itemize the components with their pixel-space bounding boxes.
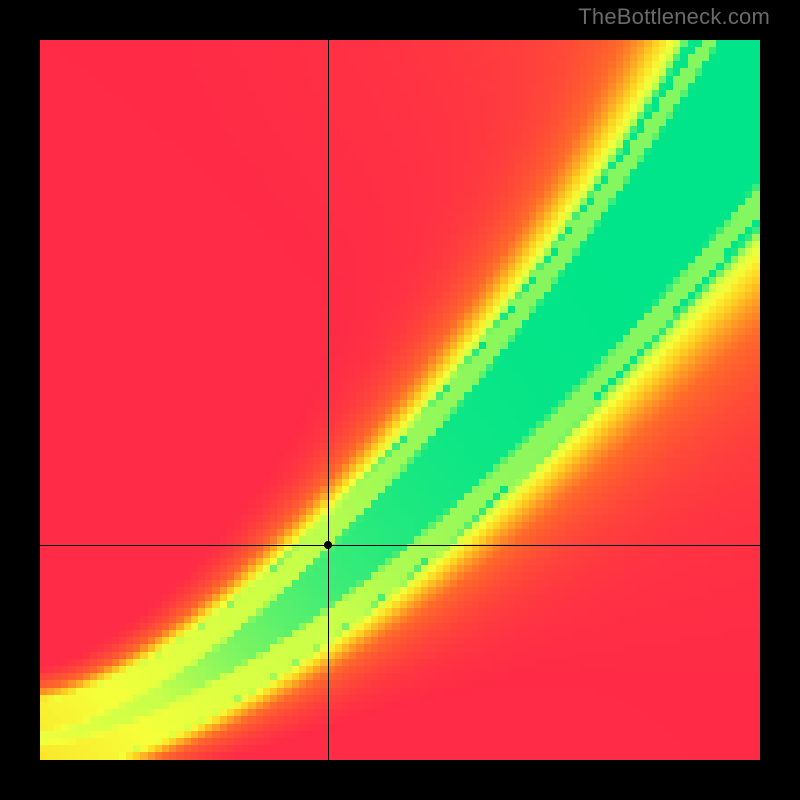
- bottleneck-heatmap: [40, 40, 760, 760]
- crosshair-horizontal: [40, 545, 760, 546]
- crosshair-vertical: [328, 40, 329, 760]
- chart-container: TheBottleneck.com: [0, 0, 800, 800]
- watermark-text: TheBottleneck.com: [578, 4, 770, 30]
